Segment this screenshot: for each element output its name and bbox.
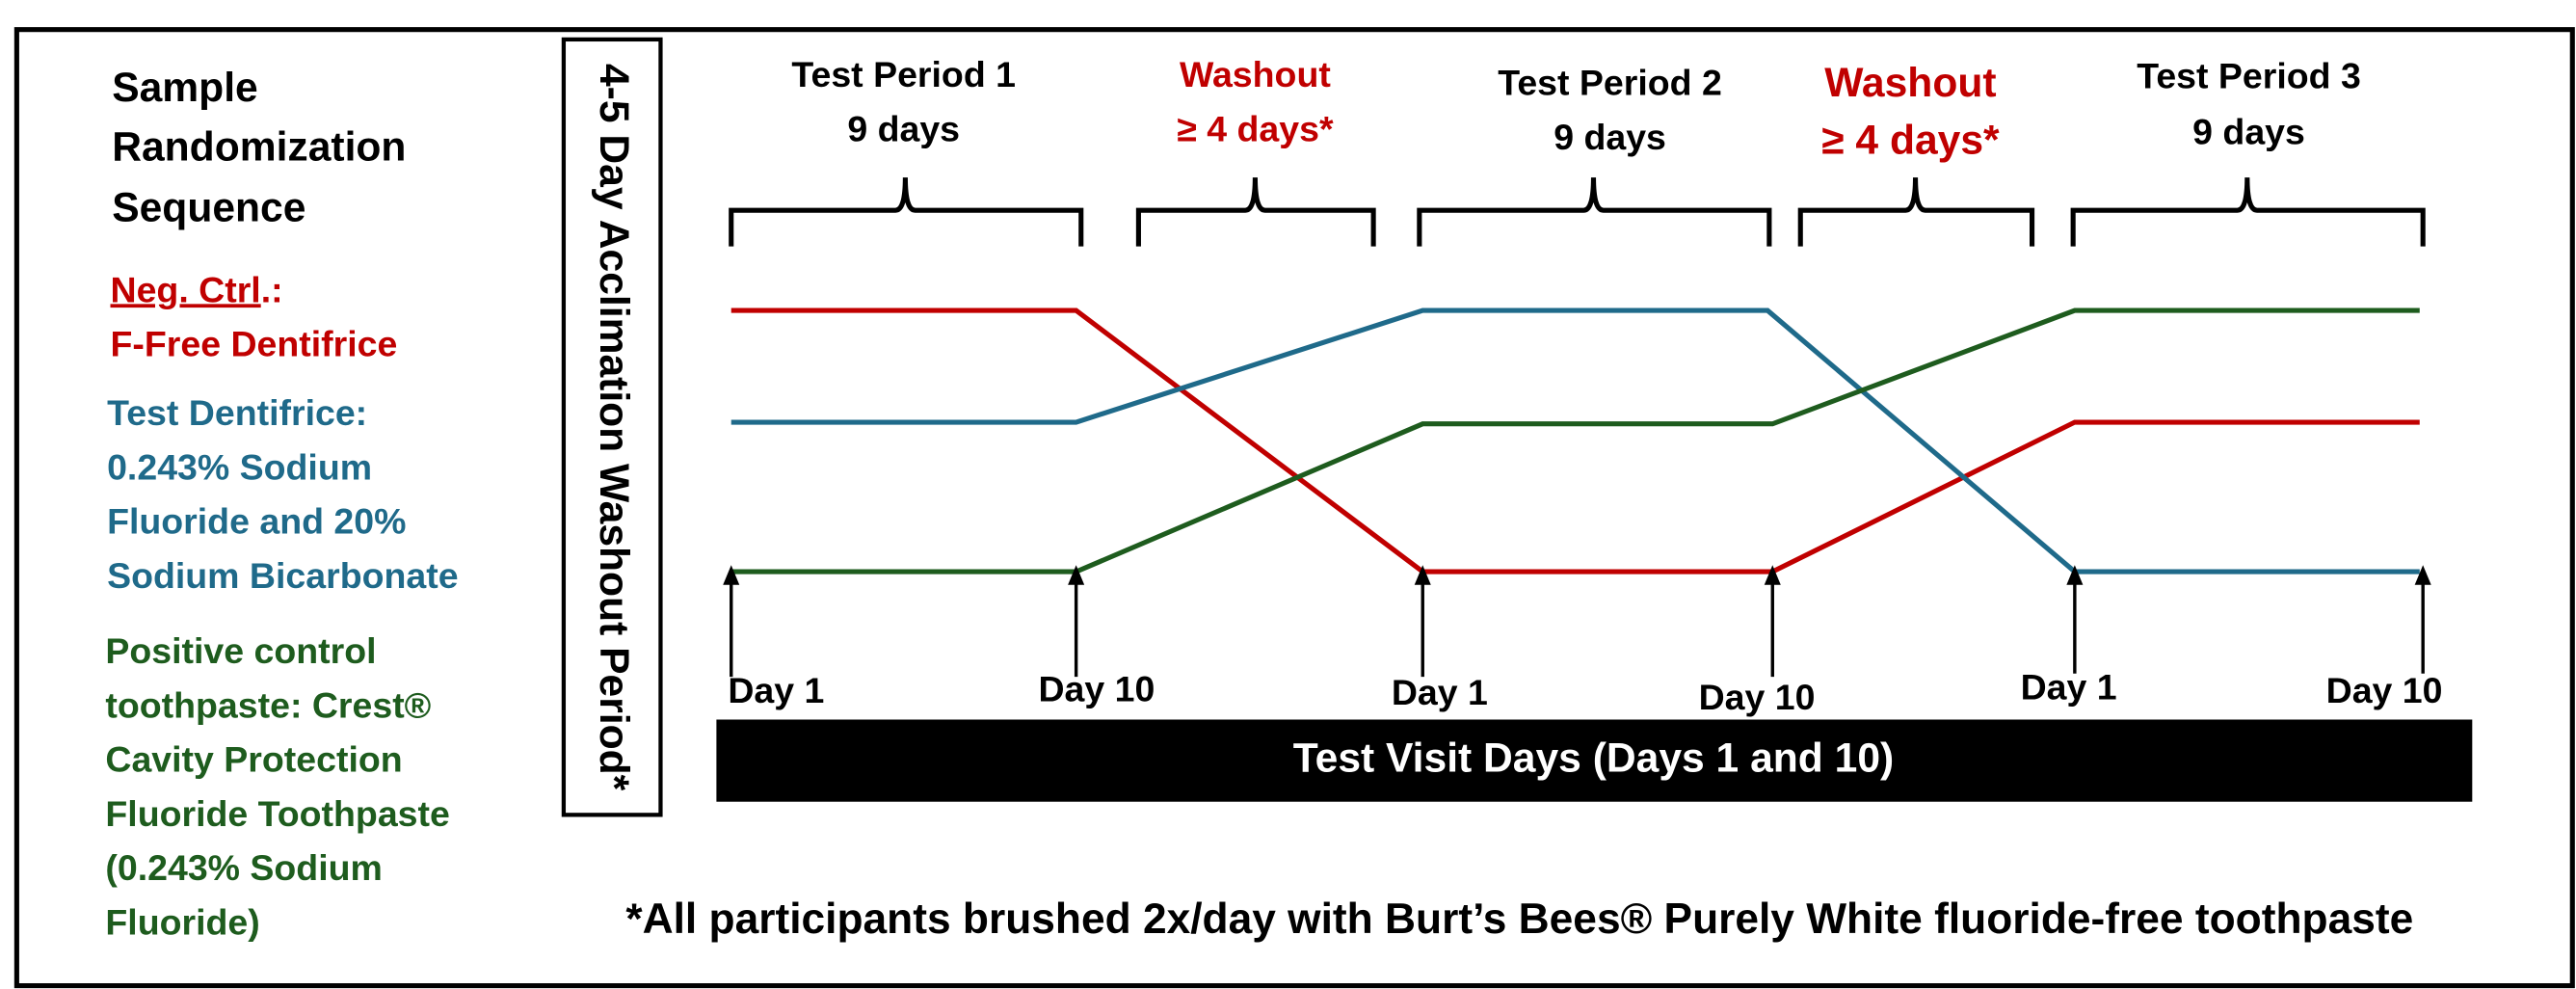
legend-line: 0.243% Sodium: [107, 446, 372, 487]
legend-line: toothpaste: Crest®: [105, 684, 431, 725]
footnote: *All participants brushed 2x/day with Bu…: [625, 895, 2413, 943]
acclimation-label: 4-5 Day Acclimation Washout Period*: [591, 64, 637, 791]
legend-line: Fluoride and 20%: [107, 501, 406, 542]
arrow-head: [2066, 565, 2084, 585]
day-label: Day 1: [2021, 667, 2117, 708]
legend-line: (0.243% Sodium: [105, 847, 382, 888]
legend-heading-text: Neg. Ctrl: [111, 269, 261, 309]
sequence-line: [730, 307, 2420, 575]
arrow-head: [723, 565, 740, 585]
day-label: Day 10: [2326, 670, 2443, 710]
period-label: 9 days: [2192, 112, 2305, 152]
period-label: 9 days: [1554, 117, 1666, 157]
legend-line: Cavity Protection: [105, 739, 402, 780]
period-label: Test Period 1: [791, 54, 1016, 94]
brace: [1417, 177, 1772, 247]
brace: [2070, 177, 2426, 247]
day-label: Day 10: [1699, 677, 1816, 717]
day-label: Day 1: [728, 670, 824, 710]
legend-line: Fluoride): [105, 901, 259, 942]
arrows: [723, 565, 2431, 678]
legend-line: Fluoride Toothpaste: [105, 793, 449, 834]
legend-heading-suffix: .:: [261, 269, 283, 309]
title-line: Sample: [112, 65, 258, 111]
sequence-line: [730, 307, 2420, 575]
legend-heading: Neg. Ctrl.:: [111, 269, 283, 309]
day-label: Day 10: [1038, 668, 1155, 708]
period-label: Washout: [1824, 60, 1996, 106]
visit-bar-label: Test Visit Days (Days 1 and 10): [1293, 735, 1894, 781]
day-label: Day 1: [1392, 672, 1488, 712]
period-label: ≥ 4 days*: [1821, 118, 2000, 164]
brace: [729, 177, 1084, 247]
period-label: Test Period 2: [1498, 63, 1722, 103]
brace: [1135, 177, 1376, 247]
legend-line: Sodium Bicarbonate: [107, 555, 459, 596]
period-label: 9 days: [847, 108, 960, 148]
sequence-line: [730, 307, 2420, 575]
arrow-head: [1068, 565, 1085, 585]
legend-line: Test Dentifrice:: [107, 392, 367, 433]
title-line: Randomization: [112, 123, 406, 170]
arrow-head: [1414, 565, 1431, 585]
period-label: Test Period 3: [2137, 56, 2361, 96]
title-line: Sequence: [112, 184, 305, 230]
visit-bar: [716, 719, 2473, 802]
period-label: Washout: [1180, 54, 1331, 94]
arrow-head: [2414, 565, 2431, 585]
acclimation-box: [561, 37, 663, 817]
brace: [1797, 177, 2035, 247]
legend-line: Positive control: [105, 630, 376, 671]
period-label: ≥ 4 days*: [1177, 108, 1334, 148]
frame: [13, 27, 2575, 989]
arrow-head: [1764, 565, 1781, 585]
legend-line: F-Free Dentifrice: [111, 324, 398, 364]
